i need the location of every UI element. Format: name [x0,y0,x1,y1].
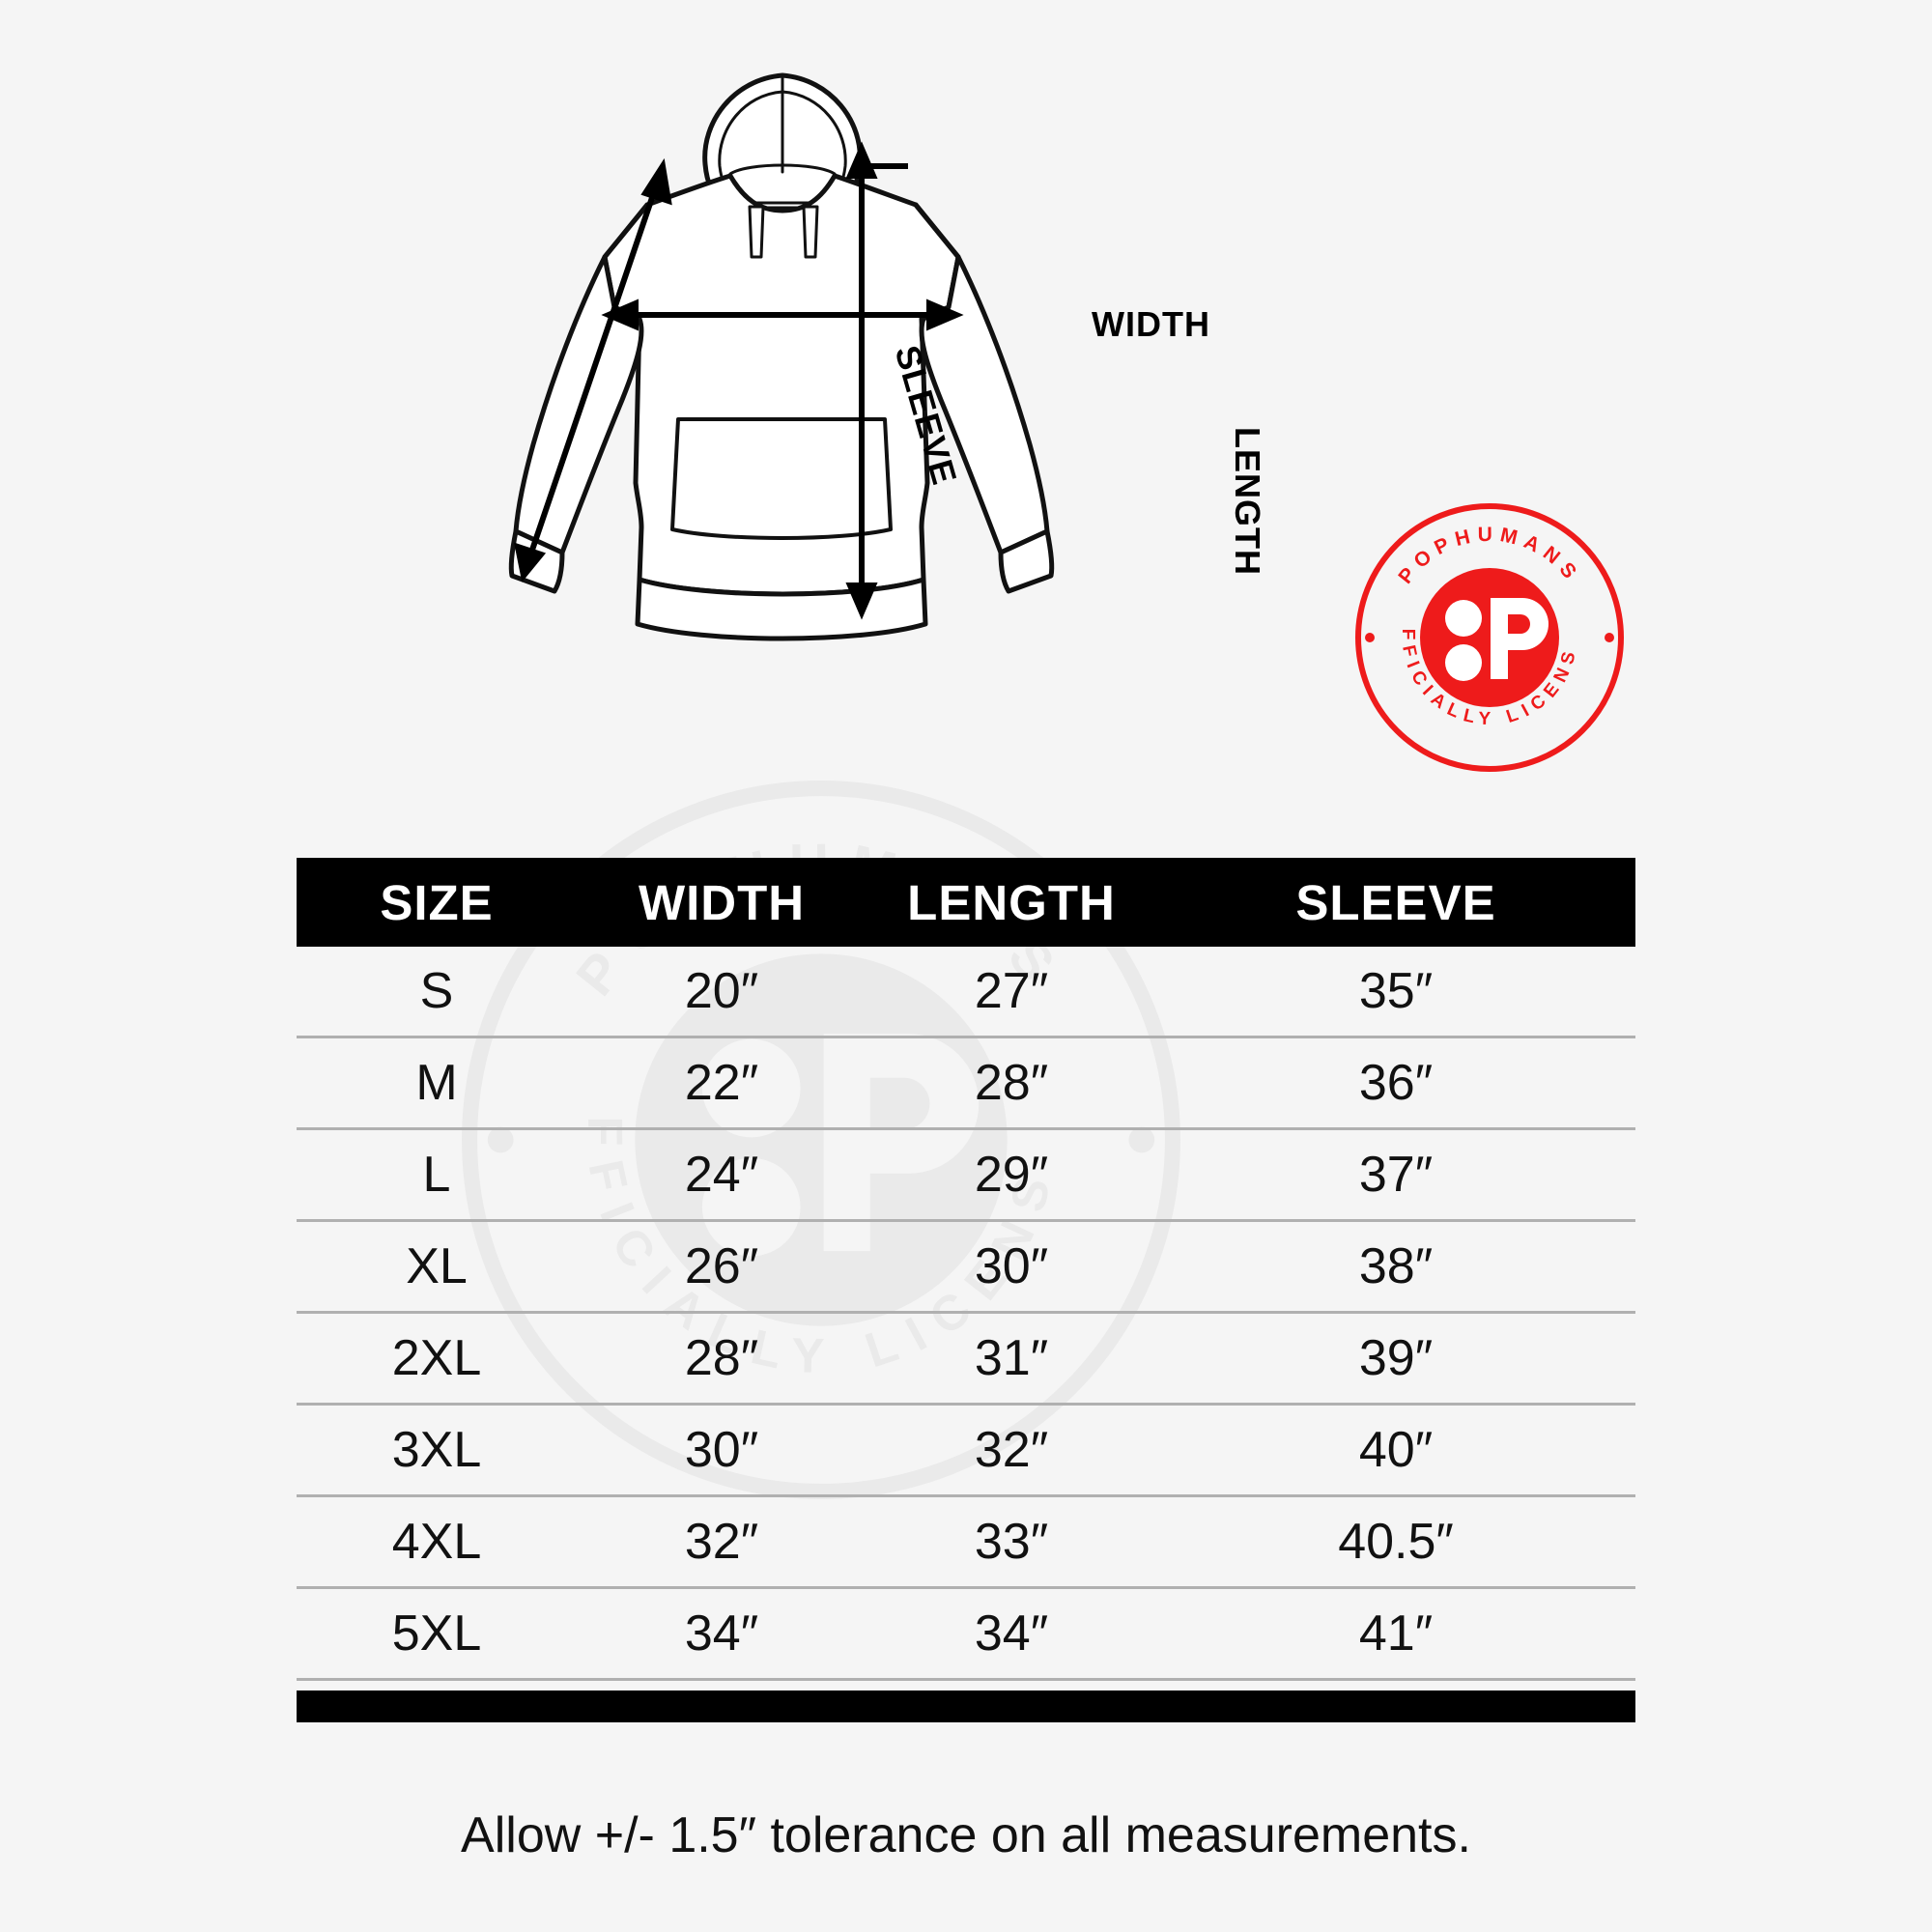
cell-length: 34″ [974,1605,1049,1662]
sleeve-arrow-head-top [640,157,672,206]
badge-monogram-p [1491,598,1548,679]
cell-length: 31″ [974,1330,1049,1386]
cell-width: 28″ [684,1330,759,1386]
kangaroo-pocket [670,417,893,540]
cell-size: 4XL [391,1514,482,1570]
cell-length: 30″ [974,1238,1049,1294]
aglet-right [802,205,819,259]
column-header-sleeve: SLEEVE [1295,874,1496,930]
cell-width: 30″ [684,1422,759,1478]
cell-size: 5XL [391,1605,482,1662]
table-row: 3XL 30″ 32″ 40″ [297,1406,1635,1497]
table-row: XL 26″ 30″ 38″ [297,1222,1635,1314]
hood-rim [728,163,837,176]
cell-width: 24″ [684,1147,759,1203]
width-label: WIDTH [1092,304,1210,344]
cell-sleeve: 37″ [1358,1147,1434,1203]
length-arrow-head-bottom [845,582,878,620]
table-row: 2XL 28″ 31″ 39″ [297,1314,1635,1406]
width-arrow-head-right [926,298,964,331]
cell-width: 34″ [684,1605,759,1662]
cell-size: M [415,1055,458,1111]
badge-outer-ring [1355,503,1624,772]
tolerance-note: Allow +/- 1.5″ tolerance on all measurem… [461,1807,1471,1863]
badge-side-dot-right [1605,633,1614,642]
cell-width: 32″ [684,1514,759,1570]
cell-length: 33″ [974,1514,1049,1570]
cell-size: 2XL [391,1330,482,1386]
cell-sleeve: 36″ [1358,1055,1434,1111]
table-row: S 20″ 27″ 35″ [297,947,1635,1038]
cell-sleeve: 35″ [1358,963,1434,1019]
hoodie-diagram: WIDTH LENGTH SLEEVE [415,29,1267,647]
badge-dot-upper [1445,600,1482,637]
cell-length: 32″ [974,1422,1049,1478]
aglet-left [748,205,765,259]
cell-sleeve: 41″ [1358,1605,1434,1662]
size-chart-table: SIZE WIDTH LENGTH SLEEVE S 20″ 27″ 35″ M… [297,858,1635,1722]
cell-sleeve: 39″ [1358,1330,1434,1386]
cell-size: L [422,1147,451,1203]
table-row: 4XL 32″ 33″ 40.5″ [297,1497,1635,1589]
column-header-size: SIZE [380,874,494,930]
cell-length: 28″ [974,1055,1049,1111]
table-row: M 22″ 28″ 36″ [297,1038,1635,1130]
badge-dot-lower [1445,644,1482,681]
table-row: L 24″ 29″ 37″ [297,1130,1635,1222]
hoodie-body [602,173,961,597]
cell-width: 26″ [684,1238,759,1294]
cell-sleeve: 40″ [1358,1422,1434,1478]
right-cuff [998,528,1055,594]
sleeve-arrow-head-bottom [514,542,547,582]
cell-size: 3XL [391,1422,482,1478]
table-row: 5XL 34″ 34″ 41″ [297,1589,1635,1681]
cell-sleeve: 38″ [1358,1238,1434,1294]
cell-size: S [419,963,454,1019]
table-footer-bar [297,1690,1635,1722]
officially-licensed-badge: POPHUMANS OFFICIALLY LICENSED [1352,500,1627,775]
cell-width: 22″ [684,1055,759,1111]
width-arrow-head-left [601,298,639,331]
column-header-width: WIDTH [638,874,806,930]
cell-size: XL [406,1238,468,1294]
cell-length: 27″ [974,963,1049,1019]
cell-sleeve: 40.5″ [1338,1514,1454,1570]
cell-length: 29″ [974,1147,1049,1203]
cell-width: 20″ [684,963,759,1019]
badge-side-dot-left [1365,633,1375,642]
table-header-row: SIZE WIDTH LENGTH SLEEVE [297,858,1635,947]
sleeve-arrow-line [526,183,660,559]
measurement-arrows [514,141,964,620]
length-label: LENGTH [1228,427,1267,576]
column-header-length: LENGTH [907,874,1116,930]
